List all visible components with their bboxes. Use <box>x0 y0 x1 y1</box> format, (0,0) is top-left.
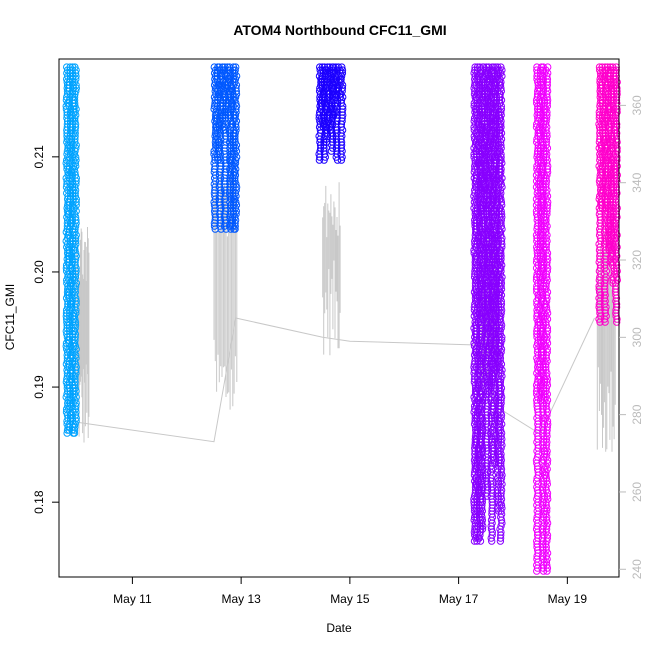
series-5 <box>532 63 552 575</box>
series-3 <box>315 63 347 164</box>
y-right-tick-label: 300 <box>630 327 644 347</box>
data-point <box>210 222 219 230</box>
data-point <box>478 525 487 533</box>
y-right-tick-label: 280 <box>630 404 644 424</box>
y-right-tick-label: 240 <box>630 559 644 579</box>
x-tick-label: May 11 <box>113 592 152 606</box>
x-axis-label: Date <box>326 621 352 635</box>
y-tick-label: 0.20 <box>32 260 46 284</box>
y-axis-label: CFC11_GMI <box>3 284 17 350</box>
series-layer <box>62 63 621 575</box>
data-point <box>601 318 609 326</box>
data-point <box>533 564 542 572</box>
data-point <box>613 318 621 326</box>
y-axis-right: 240 260 280 300 320 340 360 <box>619 95 644 579</box>
data-point <box>613 315 621 323</box>
series-1 <box>62 63 81 437</box>
data-point <box>320 156 328 164</box>
series-4 <box>470 63 506 545</box>
y-tick-label: 0.19 <box>32 375 46 399</box>
data-point <box>231 225 239 233</box>
data-point <box>543 564 552 572</box>
data-point <box>487 534 495 542</box>
plot-frame <box>58 58 620 578</box>
data-point <box>315 156 324 164</box>
data-point <box>595 315 603 323</box>
data-point <box>496 534 505 542</box>
y-right-tick-label: 320 <box>630 250 644 270</box>
x-tick-label: May 13 <box>221 592 261 606</box>
x-axis: May 11 May 13 May 15 May 17 May 19 <box>113 577 587 606</box>
y-right-tick-label: 260 <box>630 482 644 502</box>
y-right-tick-label: 360 <box>630 95 644 115</box>
data-point <box>600 315 609 323</box>
data-point <box>70 429 79 437</box>
data-point <box>231 222 239 230</box>
data-point <box>70 426 79 434</box>
altitude-connector-line <box>77 317 595 443</box>
y-tick-label: 0.18 <box>32 490 46 514</box>
data-point <box>488 537 496 545</box>
data-point <box>338 153 346 161</box>
data-point <box>479 522 487 530</box>
chart-title: ATOM4 Northbound CFC11_GMI <box>233 22 446 38</box>
y-axis-left: 0.18 0.19 0.20 0.21 <box>32 145 59 514</box>
series-6 <box>595 63 621 326</box>
data-point <box>496 537 505 545</box>
x-tick-label: May 19 <box>548 592 588 606</box>
x-tick-label: May 17 <box>439 592 479 606</box>
x-tick-label: May 15 <box>330 592 370 606</box>
y-tick-label: 0.21 <box>32 145 46 169</box>
data-point <box>337 156 346 164</box>
y-right-tick-label: 340 <box>630 172 644 192</box>
data-point <box>476 537 485 545</box>
series-2 <box>210 63 241 233</box>
data-point <box>543 567 551 575</box>
